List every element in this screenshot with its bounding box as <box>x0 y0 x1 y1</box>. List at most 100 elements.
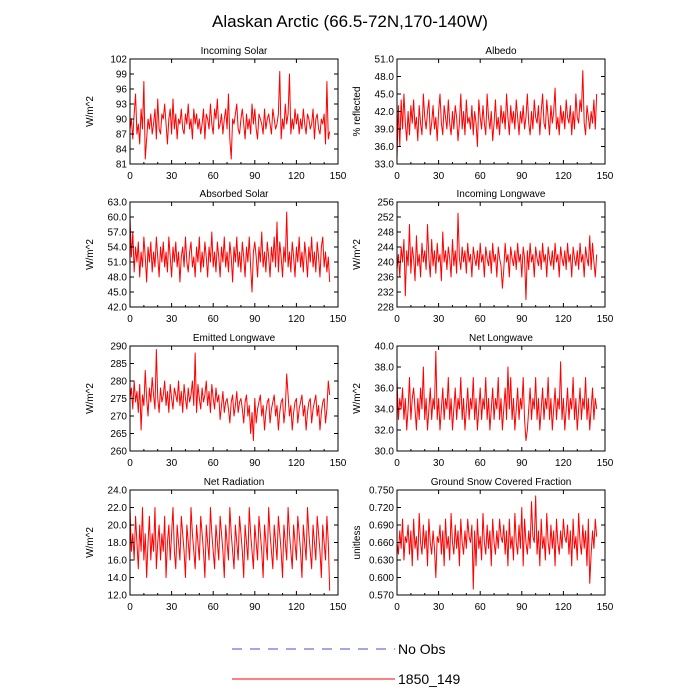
y-tick-label: 40.0 <box>375 342 395 353</box>
panel-title-ground-snow-covered-fraction: Ground Snow Covered Fraction <box>431 477 572 488</box>
x-tick-label: 30 <box>433 602 445 613</box>
y-tick-label: 285 <box>110 359 127 370</box>
figure-title: Alaskan Arctic (66.5-72N,170-140W) <box>212 12 488 31</box>
y-axis-label-albedo: % reflected <box>352 86 363 136</box>
y-axis-label-incoming-solar: W/m^2 <box>85 96 96 127</box>
y-tick-label: 12.0 <box>108 591 128 602</box>
x-tick-label: 90 <box>516 171 528 182</box>
x-tick-label: 150 <box>597 458 614 469</box>
series-line-incoming-longwave <box>396 212 598 300</box>
y-tick-label: 36.0 <box>375 142 395 153</box>
y-tick-label: 24.0 <box>108 486 128 497</box>
y-tick-label: 42.0 <box>375 107 395 118</box>
y-tick-label: 270 <box>110 412 127 423</box>
y-tick-label: 45.0 <box>375 90 395 101</box>
panels: Incoming Solar 0 30 60 90 120 150 81 84 87 90 93 96 9… <box>85 46 614 613</box>
x-tick-label: 90 <box>249 171 261 182</box>
legend: No Obs 1850_149 <box>232 641 461 687</box>
y-tick-label: 96 <box>116 85 128 96</box>
y-tick-label: 45.0 <box>108 288 128 299</box>
x-tick-label: 0 <box>394 602 400 613</box>
y-tick-label: 0.720 <box>369 503 394 514</box>
x-tick-label: 30 <box>166 602 178 613</box>
series-line-net-longwave <box>396 350 598 441</box>
y-tick-label: 63.0 <box>108 198 128 209</box>
y-tick-label: 0.660 <box>369 538 394 549</box>
y-tick-label: 51.0 <box>375 55 395 66</box>
y-tick-label: 290 <box>110 342 127 353</box>
y-tick-label: 20.0 <box>108 521 128 532</box>
x-tick-label: 30 <box>433 314 445 325</box>
y-tick-label: 0.690 <box>369 521 394 532</box>
series-line-net-radiation <box>129 507 331 591</box>
y-tick-label: 265 <box>110 429 127 440</box>
panel-title-incoming-solar: Incoming Solar <box>201 46 268 57</box>
x-tick-label: 90 <box>249 602 261 613</box>
x-tick-label: 60 <box>475 458 487 469</box>
y-tick-label: 84 <box>116 145 128 156</box>
series-line-absorbed-solar <box>129 211 331 293</box>
y-tick-label: 87 <box>116 130 128 141</box>
panel-emitted-longwave: Emitted Longwave 0 30 60 90 120 150 260 265 270 27… <box>85 333 347 469</box>
y-tick-label: 244 <box>377 243 394 254</box>
x-tick-label: 30 <box>166 171 178 182</box>
series-line-ground-snow-covered-fraction <box>396 495 598 590</box>
y-tick-label: 38.0 <box>375 363 395 374</box>
x-tick-label: 0 <box>127 171 133 182</box>
y-tick-label: 248 <box>377 228 394 239</box>
y-axis-label-absorbed-solar: W/m^2 <box>85 239 96 270</box>
x-tick-label: 120 <box>288 458 305 469</box>
x-tick-label: 90 <box>516 602 528 613</box>
y-tick-label: 60.0 <box>108 213 128 224</box>
x-tick-label: 150 <box>330 314 347 325</box>
x-tick-label: 120 <box>555 458 572 469</box>
x-tick-label: 60 <box>208 171 220 182</box>
x-tick-label: 120 <box>288 602 305 613</box>
y-tick-label: 33.0 <box>375 160 395 171</box>
panel-title-albedo: Albedo <box>485 46 517 57</box>
x-tick-label: 150 <box>330 458 347 469</box>
x-tick-label: 0 <box>394 171 400 182</box>
x-tick-label: 60 <box>208 314 220 325</box>
x-tick-label: 150 <box>597 602 614 613</box>
x-tick-label: 60 <box>475 602 487 613</box>
y-tick-label: 81 <box>116 160 128 171</box>
y-axis-label-emitted-longwave: W/m^2 <box>85 383 96 414</box>
panel-title-net-radiation: Net Radiation <box>204 477 265 488</box>
y-tick-label: 14.0 <box>108 573 128 584</box>
x-tick-label: 60 <box>475 171 487 182</box>
y-axis-label-ground-snow-covered-fraction: unitless <box>352 526 363 560</box>
y-tick-label: 0.630 <box>369 556 394 567</box>
y-tick-label: 260 <box>110 447 127 458</box>
x-tick-label: 90 <box>516 458 528 469</box>
panel-title-incoming-longwave: Incoming Longwave <box>457 189 546 200</box>
panel-incoming-solar: Incoming Solar 0 30 60 90 120 150 81 84 87 90 93 96 9… <box>85 46 347 182</box>
panel-title-net-longwave: Net Longwave <box>469 333 533 344</box>
y-tick-label: 32.0 <box>375 426 395 437</box>
series-line-emitted-longwave <box>129 349 331 441</box>
y-tick-label: 256 <box>377 198 394 209</box>
y-tick-label: 93 <box>116 100 128 111</box>
y-tick-label: 30.0 <box>375 447 395 458</box>
x-tick-label: 150 <box>597 171 614 182</box>
x-tick-label: 0 <box>127 458 133 469</box>
series-line-incoming-solar <box>129 71 331 160</box>
y-tick-label: 236 <box>377 273 394 284</box>
y-tick-label: 54.0 <box>108 243 128 254</box>
y-axis-label-net-radiation: W/m^2 <box>85 527 96 558</box>
legend-label-no-obs: No Obs <box>398 641 445 657</box>
y-tick-label: 90 <box>116 115 128 126</box>
x-tick-label: 0 <box>127 602 133 613</box>
y-tick-label: 232 <box>377 288 394 299</box>
x-tick-label: 120 <box>555 602 572 613</box>
y-tick-label: 57.0 <box>108 228 128 239</box>
panel-net-longwave: Net Longwave 0 30 60 90 120 150 30.0 32.0 34.0 36.… <box>352 333 614 469</box>
x-tick-label: 60 <box>208 602 220 613</box>
legend-label-1850-149: 1850_149 <box>398 671 461 687</box>
x-tick-label: 30 <box>433 171 445 182</box>
y-tick-label: 240 <box>377 258 394 269</box>
x-tick-label: 90 <box>516 314 528 325</box>
y-tick-label: 0.570 <box>369 591 394 602</box>
x-tick-label: 30 <box>166 458 178 469</box>
